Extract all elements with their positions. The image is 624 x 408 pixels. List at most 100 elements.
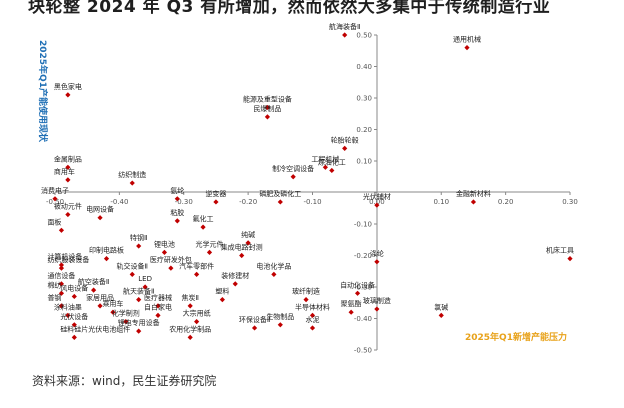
x-tick-label: 0.00 <box>369 198 385 206</box>
point-label: 水泥 <box>306 315 320 324</box>
data-point <box>438 312 444 318</box>
data-point <box>264 104 271 111</box>
data-point <box>277 322 283 328</box>
point-label: 光学元件 <box>196 239 224 248</box>
point-label: 消费电子 <box>41 186 69 195</box>
data-point <box>374 306 380 312</box>
x-tick-label: -0.40 <box>110 198 128 206</box>
y-tick-label: 0.20 <box>356 126 372 134</box>
point-label: 轮胎轮毂 <box>331 135 359 144</box>
data-point <box>65 177 71 183</box>
point-label: LED <box>138 275 152 283</box>
point-label: 大宗用纸 <box>183 309 211 318</box>
point-label: 轨交设备Ⅱ <box>117 261 148 270</box>
y-tick-label: -0.50 <box>354 347 372 355</box>
point-label: 塑料 <box>215 287 229 296</box>
data-point <box>354 290 361 296</box>
data-point <box>71 322 77 328</box>
point-label: 光伏辅材 <box>363 192 391 201</box>
point-label: 电网设备 <box>86 205 114 214</box>
data-point <box>103 256 110 262</box>
data-point <box>187 303 193 309</box>
data-point <box>65 312 71 318</box>
data-point <box>155 303 161 309</box>
data-point <box>71 334 77 340</box>
point-label: 航海装备Ⅱ <box>329 22 360 31</box>
point-label: 焦炭Ⅱ <box>181 293 198 302</box>
point-label: 制冷空调设备 <box>272 164 314 173</box>
data-point <box>374 259 380 265</box>
point-label: 玻璃制造 <box>363 296 391 305</box>
data-point <box>290 174 296 180</box>
point-label: 计算机设备 <box>47 252 82 261</box>
x-tick-label: 0.10 <box>433 198 449 206</box>
point-label: 半导体材料 <box>295 302 330 311</box>
data-point <box>58 281 65 287</box>
data-point <box>303 297 309 303</box>
point-label: 锂电池 <box>154 239 175 248</box>
point-label: 光伏设备 <box>60 312 88 321</box>
data-point <box>110 309 116 315</box>
data-point <box>65 211 71 218</box>
data-point <box>168 265 174 271</box>
data-point <box>470 199 477 205</box>
point-label: 自白家电 <box>144 302 172 311</box>
point-label: 环保设备Ⅱ <box>239 315 270 324</box>
point-label: 氨纶 <box>170 186 184 195</box>
point-label: 机床工具 <box>546 246 574 255</box>
data-point <box>174 218 180 224</box>
data-point <box>271 271 277 277</box>
data-point <box>194 271 200 277</box>
data-point <box>245 240 251 246</box>
x-tick-label: 0.30 <box>562 198 578 206</box>
source-note: 资料来源：wind，民生证券研究院 <box>32 374 217 388</box>
point-label: 锂电专用设备 <box>118 318 160 327</box>
point-label: 涤纶 <box>370 249 384 258</box>
point-label: 医疗器械 <box>144 293 172 302</box>
data-point <box>142 284 148 290</box>
data-point <box>567 256 573 262</box>
point-label: 面板 <box>47 217 61 226</box>
point-label: 电池化学品 <box>256 261 291 270</box>
point-label: 玻纤制造 <box>292 287 320 296</box>
point-label: 家居用品 <box>86 293 114 302</box>
scatter-chart: -0.50 -0.40 -0.30 -0.20 -0.10 0.00 0.10 0.20 0.3… <box>37 22 578 355</box>
point-label: 民爆制品 <box>253 104 281 113</box>
x-tick-label: -0.30 <box>175 198 193 206</box>
x-axis-title: 2025年Q1新增产能压力 <box>465 331 567 343</box>
data-point <box>136 328 142 334</box>
point-label: 通用机械 <box>453 35 481 44</box>
data-point <box>342 145 348 151</box>
point-label: 磷肥及磷化工 <box>259 189 301 198</box>
point-label: 印制电路板 <box>89 246 124 255</box>
data-point <box>65 92 71 98</box>
data-point <box>58 262 65 268</box>
page-title: 块轮整 2024 年 Q3 有所增加，然而依然大多集中于传统制造行业 <box>28 0 551 17</box>
data-point <box>342 32 348 38</box>
data-point <box>58 265 65 271</box>
point-label: 自动化设备 <box>340 280 375 289</box>
data-point <box>187 334 193 340</box>
point-label: 纯碱 <box>241 230 255 239</box>
data-point <box>251 325 258 331</box>
tick-labels: -0.50 -0.40 -0.30 -0.20 -0.10 0.00 0.10 0.20 0.3… <box>46 32 578 355</box>
y-tick-label: 0.30 <box>356 95 372 103</box>
y-tick-label: 0.40 <box>356 63 372 71</box>
data-point <box>136 297 142 303</box>
data-point <box>136 243 142 249</box>
data-point <box>52 196 58 202</box>
data-point <box>97 303 103 309</box>
y-tick-label: -0.10 <box>354 221 372 229</box>
data-point <box>97 215 103 221</box>
data-point <box>174 196 180 202</box>
data-point <box>129 271 135 277</box>
data-point <box>58 227 65 233</box>
point-label: 逆变器 <box>205 189 226 198</box>
data-point <box>322 164 328 170</box>
point-label: 医疗研发外包 <box>150 255 192 264</box>
point-label: 航天装备Ⅱ <box>123 287 154 296</box>
data-point <box>194 319 200 325</box>
x-tick-label: -0.50 <box>46 198 64 206</box>
point-label: 特钢Ⅱ <box>130 233 147 242</box>
point-label: 风电设备 <box>60 283 88 292</box>
